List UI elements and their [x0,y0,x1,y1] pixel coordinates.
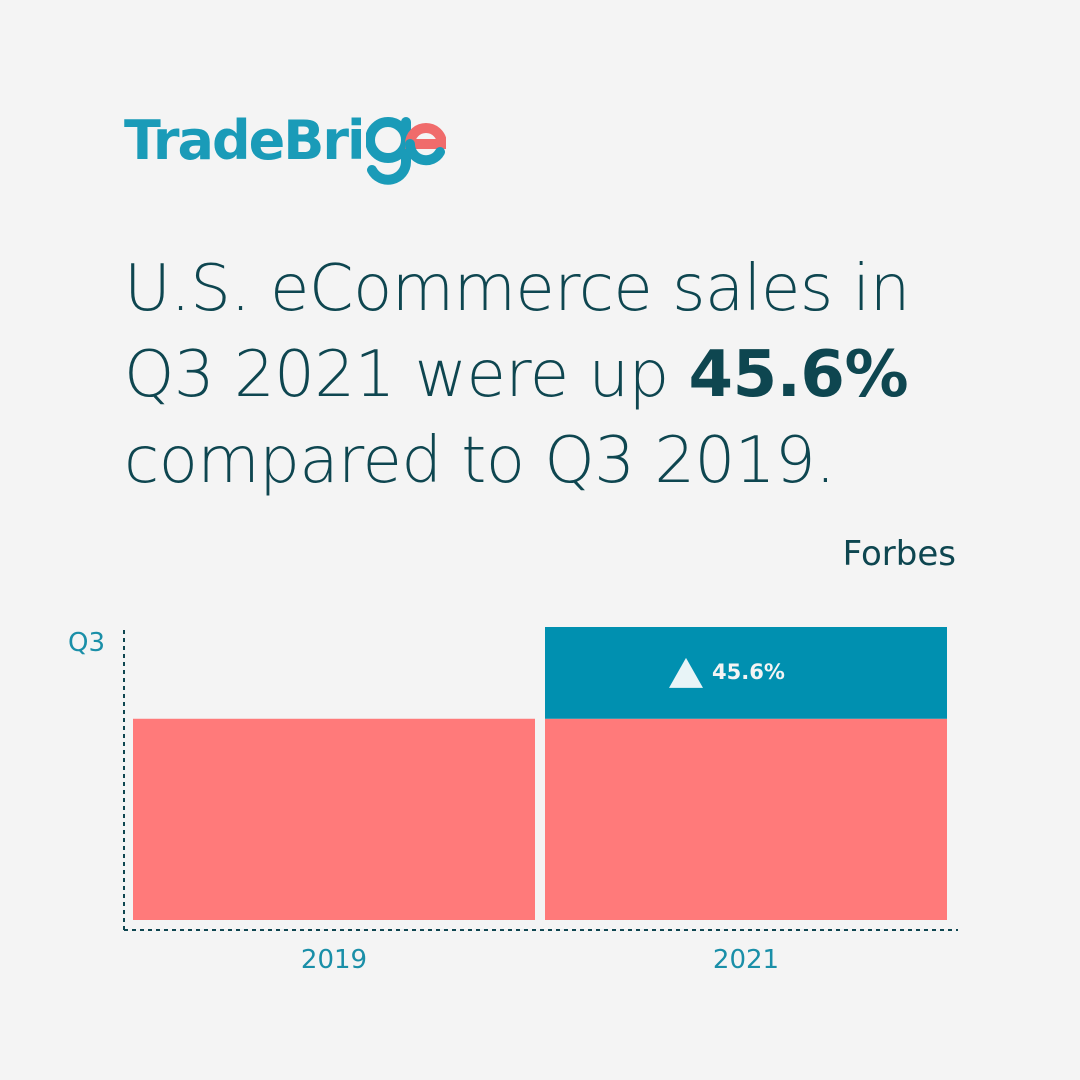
headline: U.S. eCommerce sales in Q3 2021 were up … [124,246,1004,504]
headline-line-1: U.S. eCommerce sales in [124,252,910,326]
logo-wordmark: TradeBri [124,109,366,172]
headline-highlight: 45.6% [688,338,909,412]
headline-line-2-prefix: Q3 2021 were up [124,338,689,412]
headline-line-3: compared to Q3 2019. [124,424,836,498]
bar-2019-segment-0 [133,718,535,920]
logo-ge-mark [365,117,446,185]
x-tick-label-2021: 2021 [712,945,780,975]
x-tick-label-2019: 2019 [300,945,368,975]
bar-2021-segment-0 [545,718,947,920]
up-triangle-icon [669,657,703,688]
bar-2021-segment-1 [545,627,947,719]
data-label-2021: 45.6% [712,659,785,684]
tradebridge-logo: TradeBri [124,114,446,194]
source-label: Forbes [842,534,956,574]
y-tick-label: Q3 [68,628,106,658]
